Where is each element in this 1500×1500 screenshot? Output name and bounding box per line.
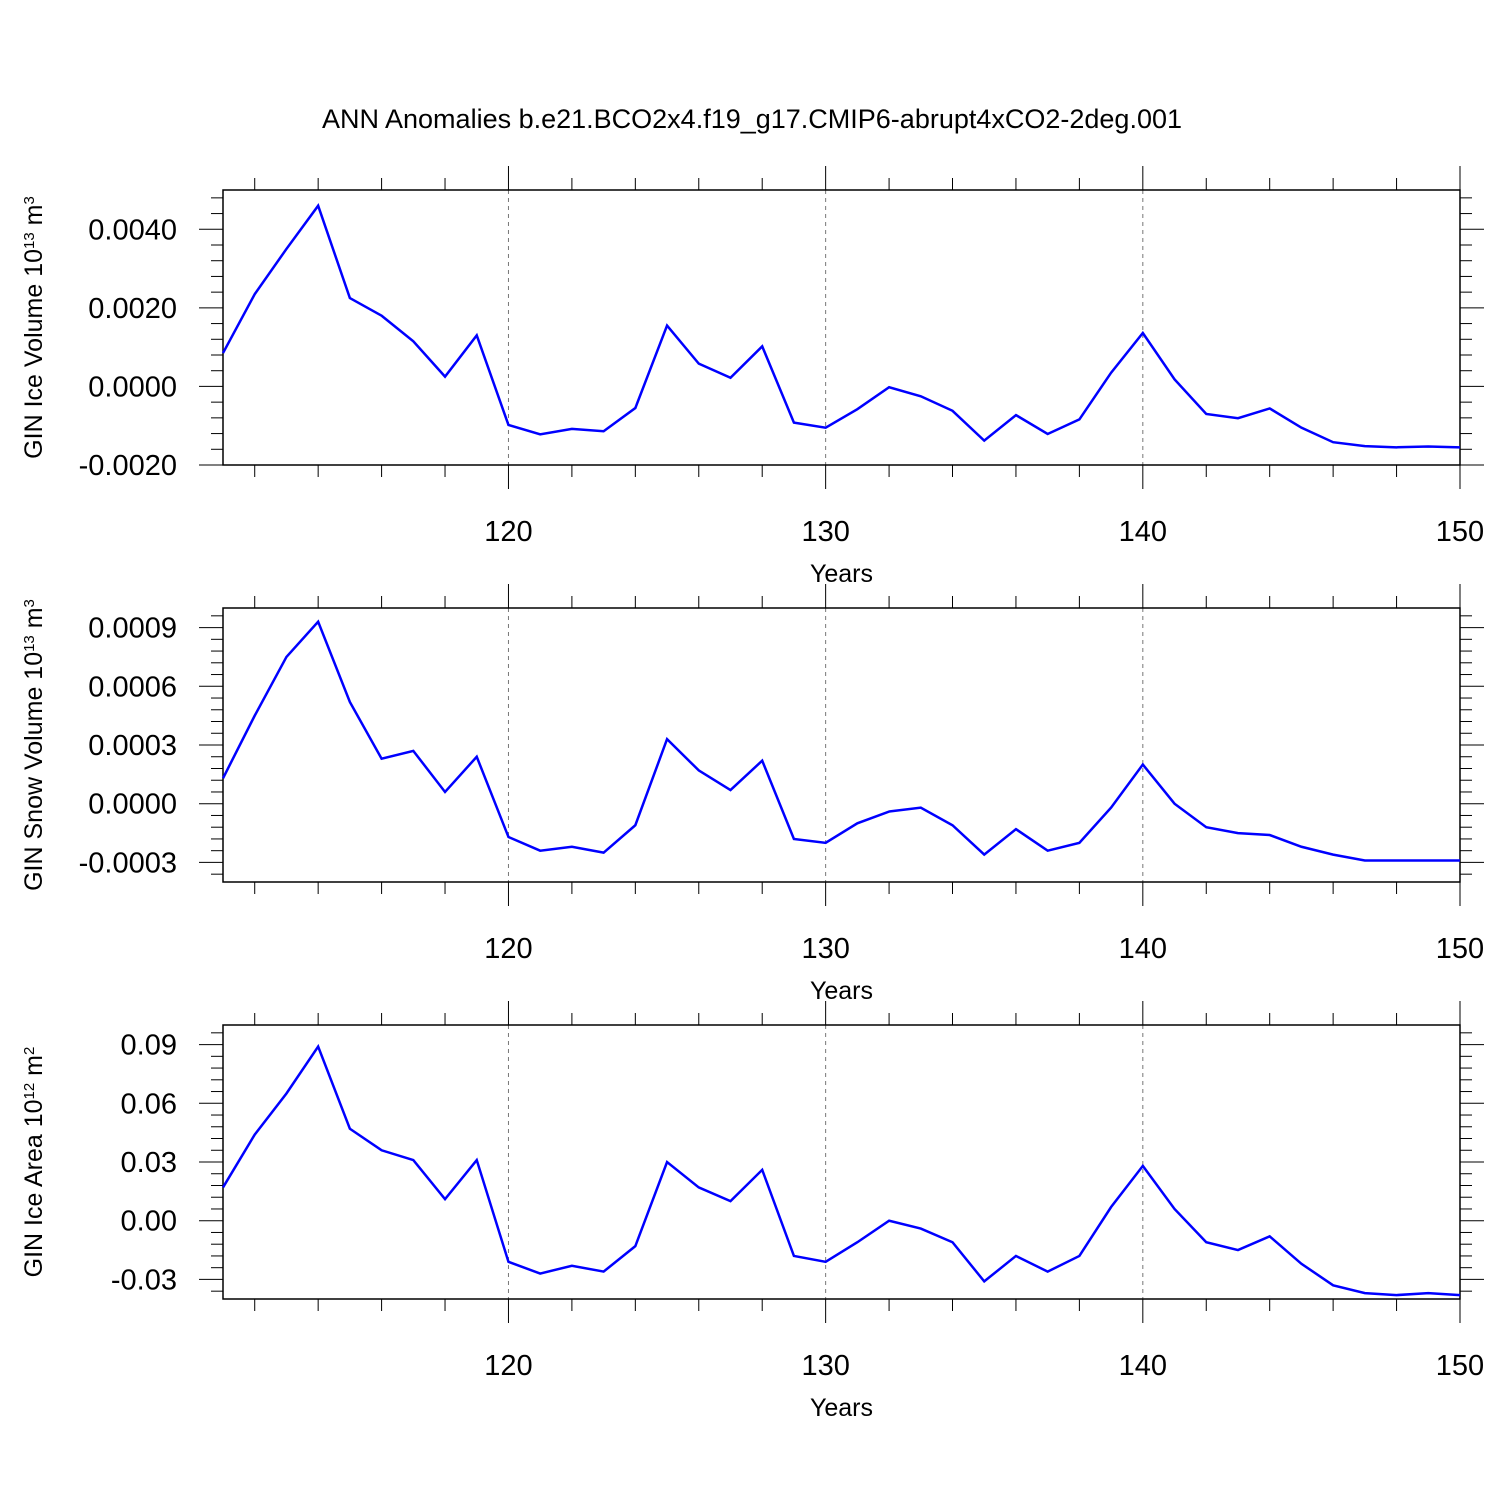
- x-tick-label: 150: [1436, 516, 1484, 548]
- series-line-1: [221, 1043, 1461, 1297]
- y-axis-label-superscript: 13: [21, 635, 38, 652]
- y-axis-label-superscript: 3: [21, 599, 38, 607]
- y-axis-label-text: GIN Ice Volume 10: [20, 249, 48, 459]
- x-axis-label: Years: [810, 560, 873, 588]
- x-tick-label: 120: [484, 1350, 532, 1382]
- x-axis-label: Years: [810, 977, 873, 1005]
- plot-frame: [222, 189, 1461, 466]
- x-axis-label: Years: [810, 1394, 873, 1422]
- plot-frame: [222, 1024, 1461, 1300]
- y-tick-label: 0.0040: [88, 214, 177, 246]
- y-tick-label: 0.00: [121, 1206, 177, 1238]
- panels: -0.0020 0.0000 0.0020 0.0040 120 130 140 150 Yea…: [20, 166, 1484, 1422]
- y-tick-label: 0.03: [121, 1147, 177, 1179]
- y-tick-label: -0.0003: [79, 847, 177, 879]
- y-tick-label: 0.06: [121, 1088, 177, 1120]
- y-axis-label-superscript: 12: [21, 1083, 38, 1100]
- y-tick-label: 0.0006: [88, 671, 177, 703]
- y-axis-label-text: GIN Snow Volume 10: [20, 652, 48, 891]
- y-axis-label: GIN Ice Volume 1013 m3: [20, 196, 48, 459]
- y-tick-label: 0.09: [121, 1030, 177, 1062]
- x-tick-label: 150: [1436, 1350, 1484, 1382]
- series-line-1: [221, 203, 1461, 449]
- x-tick-label: 130: [801, 933, 849, 965]
- x-tick-label: 140: [1119, 933, 1167, 965]
- chart-panel-3: -0.03 0.00 0.03 0.06 0.09 120 130 140 150 Years GI…: [20, 1001, 1484, 1422]
- y-tick-label: 0.0003: [88, 730, 177, 762]
- y-axis-label: GIN Ice Area 1012 m2: [20, 1047, 48, 1278]
- figure-title: ANN Anomalies b.e21.BCO2x4.f19_g17.CMIP6…: [322, 104, 1182, 134]
- y-axis-label-text: m: [20, 1055, 48, 1083]
- y-tick-label: -0.0020: [79, 450, 177, 482]
- y-tick-label: 0.0009: [88, 613, 177, 645]
- series-line-1: [221, 619, 1460, 862]
- plot-frame: [222, 607, 1461, 883]
- chart-panel-2: -0.0003 0.0000 0.0003 0.0006 0.0009 120 130 140…: [20, 584, 1484, 1005]
- x-tick-label: 140: [1119, 516, 1167, 548]
- y-tick-label: 0.0000: [88, 789, 177, 821]
- y-axis-label-text: m: [20, 205, 48, 233]
- x-tick-label: 130: [801, 516, 849, 548]
- x-tick-label: 120: [484, 516, 532, 548]
- y-axis-label-superscript: 3: [21, 196, 38, 204]
- chart-panel-1: -0.0020 0.0000 0.0020 0.0040 120 130 140 150 Yea…: [20, 166, 1484, 588]
- y-axis-label: GIN Snow Volume 1013 m3: [20, 599, 48, 891]
- y-axis-label-superscript: 2: [21, 1047, 38, 1055]
- x-tick-label: 140: [1119, 1350, 1167, 1382]
- y-tick-label: 0.0000: [88, 371, 177, 403]
- y-tick-label: 0.0020: [88, 293, 177, 325]
- x-tick-label: 120: [484, 933, 532, 965]
- y-axis-label-superscript: 13: [21, 232, 38, 249]
- x-tick-label: 150: [1436, 933, 1484, 965]
- y-axis-label-text: m: [20, 607, 48, 635]
- x-tick-label: 130: [801, 1350, 849, 1382]
- y-tick-label: -0.03: [111, 1264, 177, 1296]
- y-axis-label-text: GIN Ice Area 10: [20, 1099, 48, 1277]
